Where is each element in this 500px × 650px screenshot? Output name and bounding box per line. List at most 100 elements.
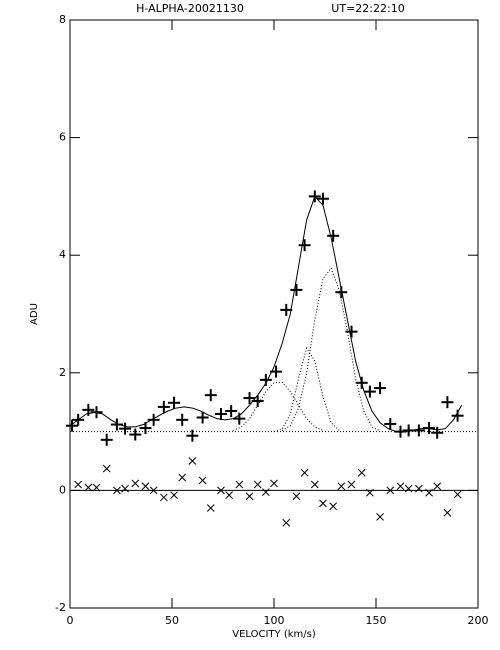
marker-stroke: [366, 488, 374, 497]
x-tick-label: 0: [67, 614, 74, 627]
plus-marker: [431, 426, 444, 439]
marker-stroke: [235, 480, 244, 489]
cross-marker: [113, 486, 121, 495]
marker-stroke: [404, 484, 413, 493]
cross-marker: [225, 491, 233, 499]
marker-stroke: [310, 480, 319, 489]
component-curve: [273, 346, 340, 433]
plus-marker: [441, 396, 454, 409]
x-tick-label: 50: [165, 614, 179, 627]
marker-stroke: [198, 476, 207, 485]
plus-marker: [147, 413, 160, 426]
marker-stroke: [131, 479, 140, 488]
marker-stroke: [396, 482, 405, 491]
plus-marker: [100, 433, 113, 446]
plus-marker: [327, 229, 340, 242]
y-tick-label: 6: [59, 131, 66, 144]
marker-stroke: [347, 480, 356, 489]
fit-curve: [69, 195, 463, 433]
cross-marker: [300, 468, 309, 477]
component-curve: [233, 381, 324, 431]
marker-stroke: [292, 492, 301, 501]
cross-marker: [84, 483, 93, 492]
marker-stroke: [300, 468, 309, 477]
cross-marker: [337, 482, 346, 491]
cross-marker: [217, 486, 225, 495]
plus-marker: [298, 239, 311, 252]
cross-marker: [366, 488, 374, 497]
plus-marker: [204, 389, 217, 402]
cross-marker: [433, 482, 442, 491]
x-tick-label: 150: [366, 614, 387, 627]
plus-marker: [384, 417, 397, 430]
plot-frame: [69, 19, 479, 609]
x-tick-label: 100: [264, 614, 285, 627]
cross-marker: [149, 486, 158, 495]
cross-marker: [453, 490, 462, 499]
marker-stroke: [170, 491, 178, 499]
cross-marker: [131, 479, 140, 488]
y-tick-label: 2: [59, 366, 66, 379]
plus-marker: [225, 405, 238, 418]
chart-title: H-ALPHA-20021130: [136, 2, 244, 15]
plus-marker: [139, 422, 152, 435]
marker-stroke: [433, 482, 442, 491]
cross-marker: [206, 504, 215, 512]
plus-marker: [316, 192, 329, 205]
cross-marker: [282, 518, 291, 527]
marker-stroke: [282, 518, 291, 527]
y-axis-label: ADU: [29, 303, 40, 325]
marker-stroke: [74, 480, 83, 489]
cross-marker: [235, 480, 244, 489]
cross-marker: [357, 468, 366, 477]
marker-stroke: [245, 492, 254, 501]
marker-stroke: [102, 464, 111, 473]
marker-stroke: [92, 483, 101, 492]
marker-stroke: [337, 482, 346, 491]
y-tick-label: 8: [59, 13, 66, 26]
marker-stroke: [84, 483, 93, 492]
marker-stroke: [261, 488, 270, 497]
marker-stroke: [319, 499, 327, 508]
marker-stroke: [113, 486, 121, 495]
plus-marker: [423, 422, 436, 435]
cross-marker: [319, 499, 327, 508]
cross-marker: [188, 457, 197, 465]
marker-stroke: [149, 486, 158, 495]
cross-marker: [170, 491, 178, 499]
plus-marker: [280, 303, 293, 316]
marker-stroke: [159, 493, 168, 502]
cross-marker: [198, 476, 207, 485]
marker-stroke: [425, 488, 433, 497]
cross-marker: [404, 484, 413, 493]
cross-marker: [178, 473, 187, 482]
plus-marker: [290, 283, 303, 296]
x-tick-label: 200: [468, 614, 489, 627]
cross-marker: [376, 513, 384, 521]
plus-marker: [168, 396, 181, 409]
cross-marker: [92, 483, 101, 492]
marker-stroke: [141, 482, 150, 491]
cross-marker: [253, 480, 262, 489]
cross-marker: [329, 502, 338, 511]
cross-marker: [159, 493, 168, 502]
cross-marker: [414, 484, 423, 493]
cross-marker: [270, 479, 278, 488]
cross-marker: [141, 482, 150, 491]
cross-marker: [292, 492, 301, 501]
cross-marker: [347, 480, 356, 489]
marker-stroke: [386, 486, 395, 495]
marker-stroke: [357, 468, 366, 477]
plus-marker: [176, 413, 189, 426]
plus-marker: [374, 382, 387, 395]
plus-marker: [186, 429, 199, 442]
marker-stroke: [206, 504, 215, 512]
marker-stroke: [443, 508, 452, 517]
plus-marker: [119, 422, 132, 435]
plus-marker: [110, 418, 123, 431]
cross-marker: [396, 482, 405, 491]
marker-stroke: [376, 513, 384, 521]
marker-stroke: [414, 484, 423, 493]
cross-marker: [102, 464, 111, 473]
